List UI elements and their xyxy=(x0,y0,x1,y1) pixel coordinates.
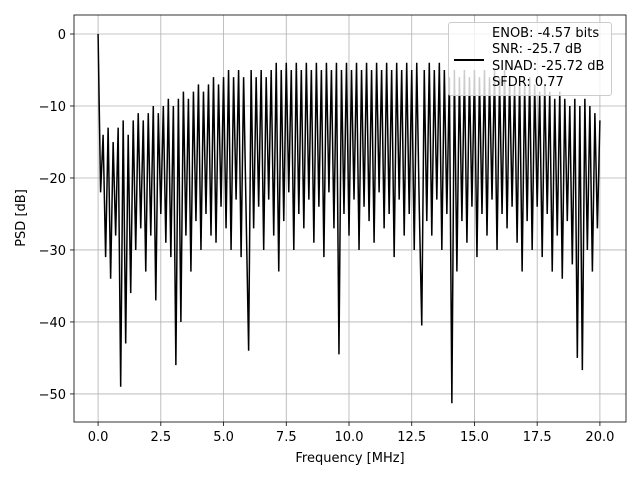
x-tick-label: 17.5 xyxy=(523,430,552,445)
legend-label: ENOB: -4.57 bits SNR: -25.7 dB SINAD: -2… xyxy=(492,26,605,91)
y-tick-label: 0 xyxy=(58,28,66,43)
y-axis-label: PSD [dB] xyxy=(14,189,29,247)
x-tick-label: 2.5 xyxy=(150,430,171,445)
x-axis-label: Frequency [MHz] xyxy=(295,451,404,466)
y-tick-label: −40 xyxy=(39,316,66,331)
y-tick-label: −50 xyxy=(39,388,66,403)
x-tick-label: 12.5 xyxy=(397,430,426,445)
x-tick-label: 10.0 xyxy=(335,430,364,445)
legend-swatch xyxy=(454,59,484,61)
y-tick-label: −10 xyxy=(39,100,66,115)
y-tick-label: −30 xyxy=(39,244,66,259)
x-tick-label: 15.0 xyxy=(460,430,489,445)
x-tick-label: 20.0 xyxy=(585,430,614,445)
x-tick-label: 0.0 xyxy=(88,430,109,445)
x-tick-label: 7.5 xyxy=(276,430,297,445)
data-line xyxy=(97,33,601,404)
legend: ENOB: -4.57 bits SNR: -25.7 dB SINAD: -2… xyxy=(448,22,612,96)
plot-frame xyxy=(73,14,627,423)
y-tick-label: −20 xyxy=(39,172,66,187)
x-tick-label: 5.0 xyxy=(213,430,234,445)
